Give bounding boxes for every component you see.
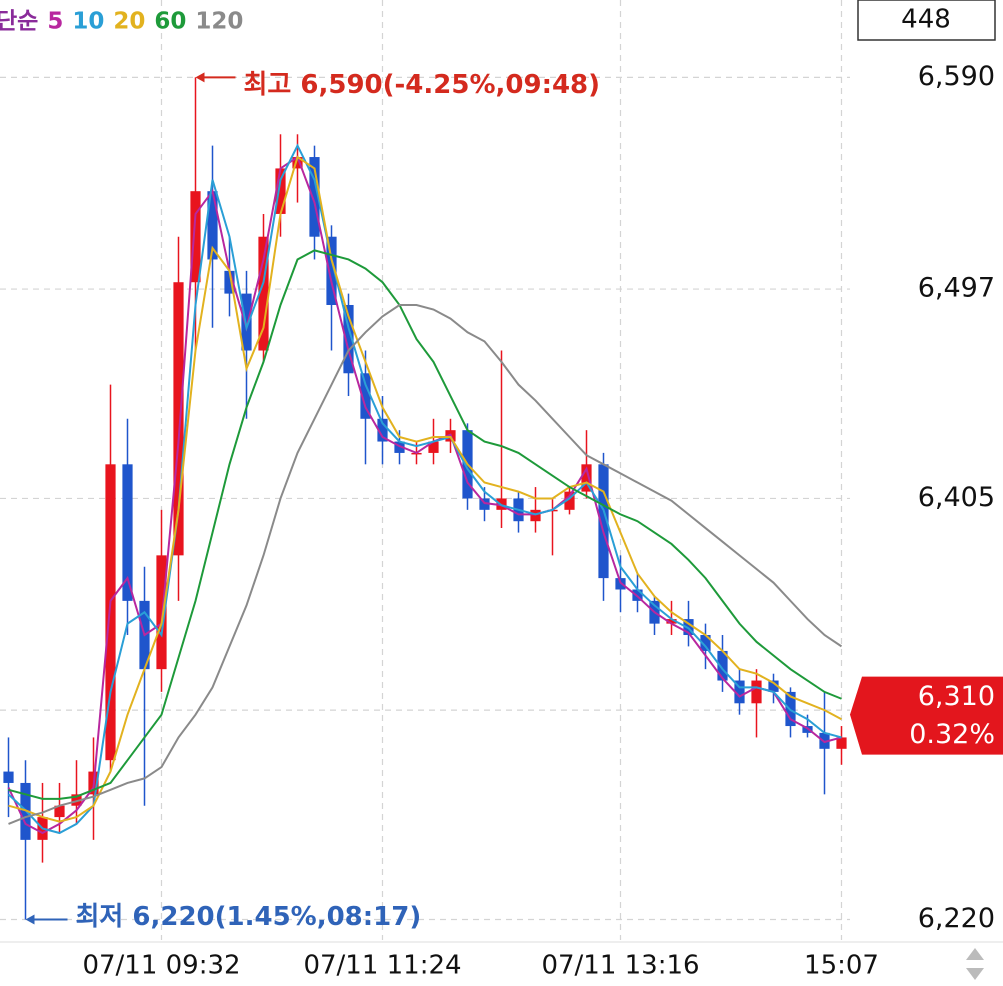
- candle-body: [343, 304, 354, 374]
- candle-body: [479, 498, 490, 510]
- candle-body: [768, 680, 779, 692]
- candle-body: [71, 794, 82, 806]
- top-box-value: 448: [901, 5, 951, 35]
- candle-body: [258, 236, 269, 351]
- candle-body: [3, 771, 14, 783]
- candle-body: [105, 464, 116, 761]
- y-tick-label: 6,497: [918, 273, 995, 304]
- candle-body: [326, 236, 337, 305]
- y-tick-label: 6,220: [918, 903, 995, 934]
- candle-body: [241, 293, 252, 351]
- candle-body: [377, 418, 388, 442]
- moving-averages: [7, 143, 843, 835]
- candle-body: [190, 191, 201, 283]
- candle-body: [207, 191, 218, 260]
- ma-line: [8, 249, 842, 800]
- candle-body: [394, 441, 405, 453]
- candle-body: [173, 282, 184, 556]
- legend-prefix: 단순: [0, 9, 38, 35]
- candle-body: [683, 619, 694, 636]
- candle-body: [700, 635, 711, 651]
- price-label: 6,310: [918, 681, 995, 712]
- change-label: 0.32%: [909, 719, 995, 750]
- x-tick-label: 07/11 13:16: [541, 951, 699, 981]
- x-tick-label: 07/11 11:24: [303, 951, 461, 981]
- candle-body: [428, 441, 439, 453]
- legend-entry: 120: [195, 9, 243, 35]
- candle-body: [564, 491, 575, 510]
- candle-body: [666, 619, 677, 624]
- annotation-arrowhead: [25, 914, 35, 925]
- candle-body: [734, 680, 745, 704]
- candle-body: [122, 464, 133, 601]
- y-tick-label: 6,405: [918, 482, 995, 513]
- legend-entry: 10: [72, 9, 104, 35]
- x-tick-label: 07/11 09:32: [82, 951, 240, 981]
- candle-body: [156, 555, 167, 670]
- candle-body: [836, 737, 847, 749]
- y-tick-label: 6,590: [918, 61, 995, 92]
- x-tick-label: 15:07: [804, 951, 879, 981]
- top-box: [857, 0, 996, 41]
- ma-line: [7, 155, 842, 835]
- candle-body: [717, 650, 728, 681]
- legend-entry: 60: [154, 9, 186, 35]
- candle-body: [275, 168, 286, 214]
- price-box: [850, 676, 1003, 755]
- ma-line: [8, 303, 843, 825]
- candle-body: [751, 680, 762, 704]
- candle-body: [360, 373, 371, 419]
- candle-body: [309, 157, 320, 237]
- candle-body: [224, 270, 235, 294]
- candle-body: [54, 805, 65, 818]
- annotation-text: 최고 6,590(-4.25%,09:48): [244, 70, 601, 100]
- candle-body: [598, 464, 609, 579]
- scroll-up[interactable]: [966, 948, 984, 960]
- scroll-down[interactable]: [966, 968, 984, 980]
- candle-body: [292, 157, 303, 169]
- candle-body: [530, 509, 541, 522]
- annotation-arrowhead: [195, 72, 205, 83]
- annotation-text: 최저 6,220(1.45%,08:17): [76, 902, 422, 932]
- legend-entry: 5: [47, 9, 63, 35]
- ma-line: [8, 155, 842, 823]
- candle-body: [581, 464, 592, 492]
- legend-entry: 20: [113, 9, 145, 35]
- ma-line: [7, 143, 842, 835]
